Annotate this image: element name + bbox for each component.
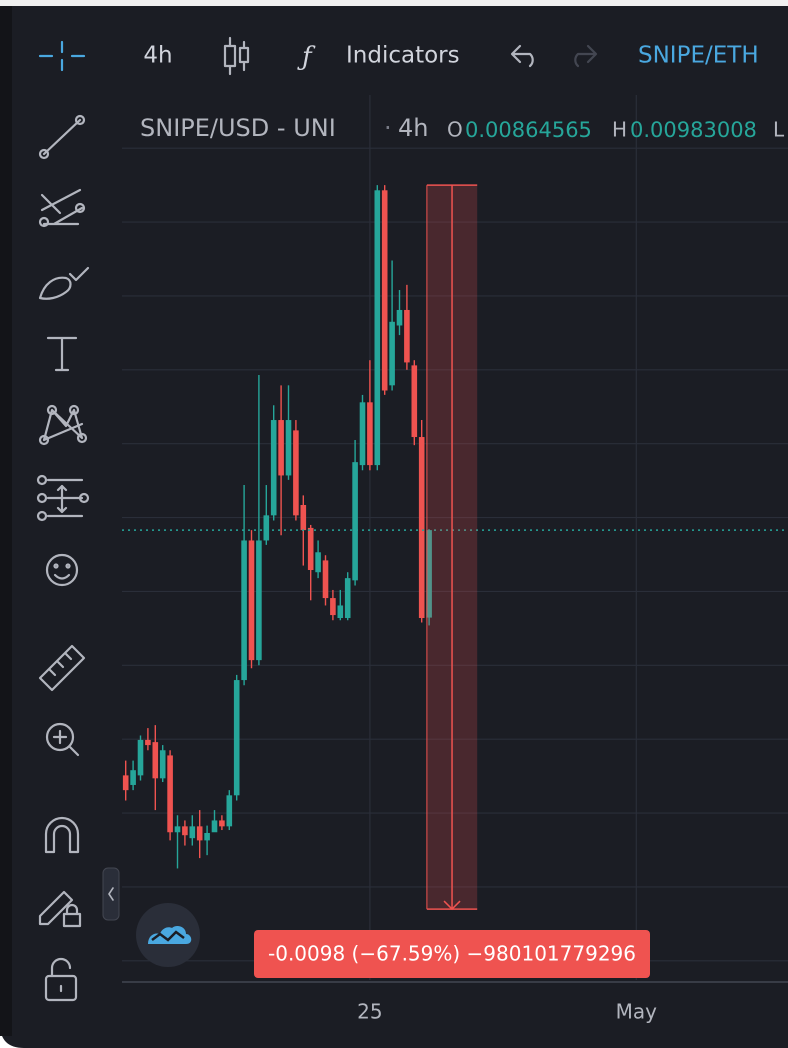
candle-body [226,795,233,827]
candle-body [159,750,166,779]
candle-body [322,560,329,599]
candle-body [219,820,225,827]
brush-tool[interactable] [38,266,90,300]
projection-tool[interactable] [36,474,90,522]
legend-symbol: SNIPE/USD - UNI [140,114,336,142]
candle-body [426,530,432,618]
measure-label: -0.0098 (−67.59%) −980101779296 [268,942,636,966]
candle-body [145,739,151,746]
candle-body [152,742,159,779]
ruler-tool[interactable] [38,644,86,692]
legend-low-label: L [773,118,785,142]
fib-tool[interactable] [38,188,86,228]
candle-body [211,820,218,833]
candle-body [248,540,255,661]
compare-symbol[interactable]: SNIPE/ETH [638,43,759,69]
legend-open-label: O [447,118,463,142]
candle-body [196,826,203,841]
measure-label-box [254,930,650,978]
legend-interval: 4h [398,114,428,142]
zoom-tool[interactable] [45,722,80,757]
magnet-tool[interactable] [44,816,80,854]
candle-body [344,578,351,619]
candle-body [263,515,270,541]
candle-body [167,755,173,833]
legend: SNIPE/USD - UNI · 4h O 0.00864565 H 0.00… [140,114,785,142]
crosshair-tool[interactable] [38,40,86,72]
candle-body [337,605,344,619]
legend-open-value: 0.00864565 [465,118,592,142]
candle-body [418,437,425,619]
candle-body [189,826,196,839]
candle-body [352,462,358,581]
candle-body [278,420,284,476]
candle-body [130,770,136,785]
legend-high-value: 0.00983008 [630,118,757,142]
candle-body [241,540,247,681]
chart-style-button[interactable] [223,36,250,76]
candle-body [411,365,418,438]
candle-body [359,402,366,466]
candle-body [122,775,129,791]
collapse-toolbar[interactable] [102,867,120,921]
legend-high-label: H [612,118,627,142]
candle-body [381,190,388,391]
candle-body [374,190,381,466]
candle-body [367,402,373,466]
candle-body [182,826,188,836]
app-frame [0,6,788,1048]
candle-body [330,598,336,616]
chart: 25 May -0.0098 (−67.59%) −980101779296 [122,95,788,1024]
emoji-tool[interactable] [45,553,79,587]
redo-button[interactable] [574,44,598,68]
candle-body [204,832,210,841]
candle-body [293,430,299,516]
left-toolbar [36,40,120,1002]
x-tick-label: 25 [357,1000,382,1024]
logo[interactable] [136,903,200,967]
candle-body [285,420,292,476]
top-strip [0,0,788,6]
interval-button[interactable]: 4h [143,43,172,69]
undo-button[interactable] [510,44,534,68]
candle-body [174,826,181,833]
lock-drawings-tool[interactable] [38,890,82,928]
candle-body [315,552,321,573]
x-tick-label: May [616,1000,658,1024]
candle-body [137,739,144,776]
indicators-icon[interactable]: ƒ [297,42,316,72]
indicators-button[interactable]: Indicators [346,43,460,69]
text-tool[interactable] [46,336,78,372]
candle-body [256,540,262,661]
candle-body [307,527,314,571]
candle-body [270,420,277,516]
candle-body [389,321,395,386]
measure-arrow-head [443,900,461,911]
candle-body [396,309,403,326]
lock-tool[interactable] [44,957,78,1002]
frame-edge [0,6,12,1036]
candle-body [233,680,240,796]
top-toolbar: 4h ƒ Indicators SNIPE/ETH [143,36,759,76]
pattern-tool[interactable] [38,404,88,446]
trendline-tool[interactable] [38,114,86,160]
legend-separator: · [384,114,392,142]
candle-body [404,309,410,363]
candle-body [300,504,307,531]
